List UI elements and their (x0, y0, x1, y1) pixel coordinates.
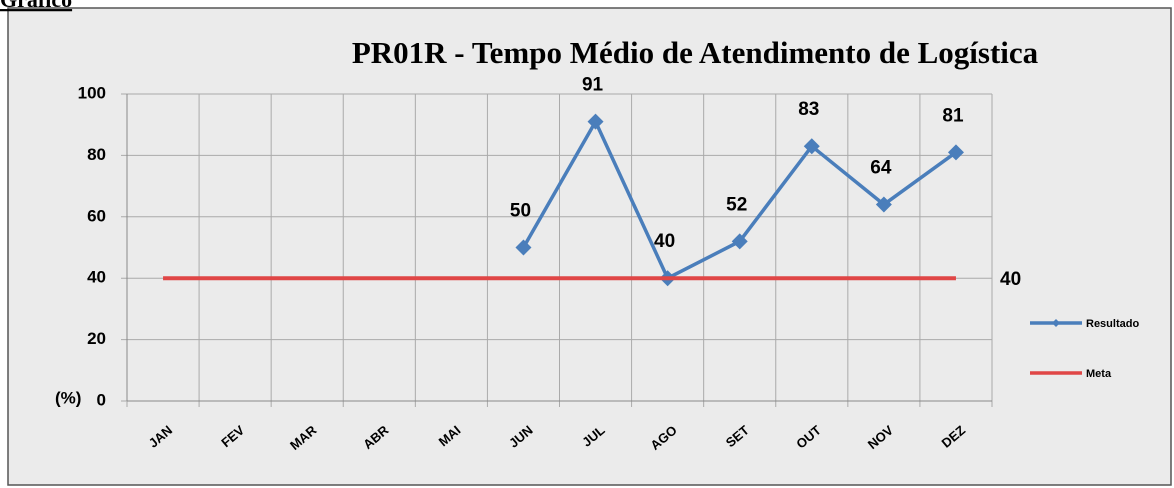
y-tick-label: 20 (87, 329, 106, 348)
legend-marker (1052, 319, 1060, 327)
y-tick-label: 80 (87, 145, 106, 164)
data-label: 52 (726, 194, 747, 215)
y-tick-label: 60 (87, 206, 106, 225)
data-label: 50 (510, 201, 531, 222)
point-marker (947, 144, 964, 161)
data-label: 64 (870, 158, 892, 179)
point-marker (803, 138, 820, 155)
y-tick-label: 100 (78, 83, 106, 102)
y-tick-label: 40 (87, 268, 106, 287)
chart-title: PR01R - Tempo Médio de Atendimento de Lo… (352, 35, 1039, 70)
data-label: 40 (1000, 269, 1021, 290)
y-tick-label: 0 (97, 390, 106, 409)
page-label: Gráfico (0, 0, 72, 12)
y-axis-label: (%) (55, 388, 81, 407)
chart-frame (7, 7, 1172, 486)
point-marker (515, 239, 532, 256)
data-label: 81 (942, 105, 964, 126)
point-marker (875, 196, 892, 213)
point-marker (731, 233, 748, 250)
data-label: 40 (654, 231, 675, 252)
data-label: 91 (582, 75, 604, 96)
point-marker (587, 113, 604, 130)
data-label: 83 (798, 99, 819, 120)
legend-label: Resultado (1086, 318, 1139, 330)
legend-label: Meta (1086, 368, 1112, 380)
